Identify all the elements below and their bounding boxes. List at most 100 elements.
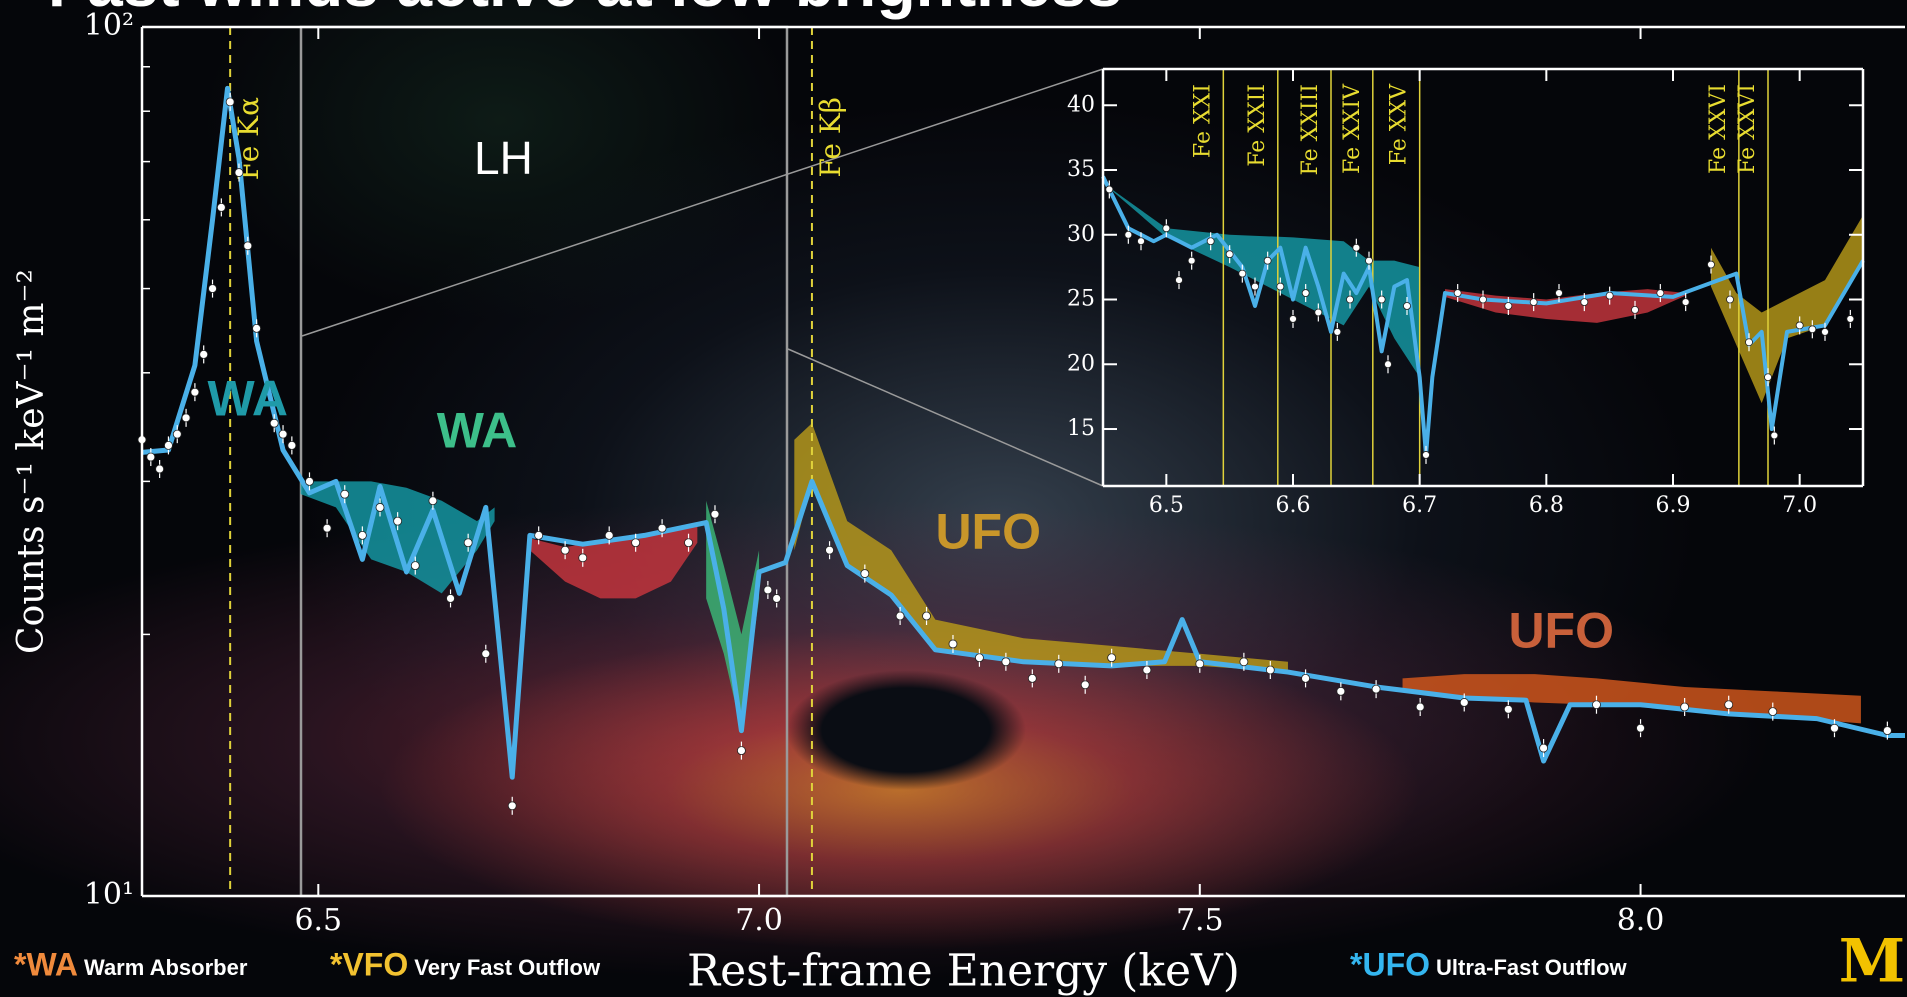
y-tick-label: 25 [1067,287,1095,312]
slide-title: Fast winds active at low brightness [48,0,1122,20]
data-point [1504,302,1513,310]
data-point [975,653,984,663]
data-point [340,489,350,499]
data-point [1453,289,1462,297]
y-tick-label: 35 [1067,157,1095,182]
annotation: UFO [1508,603,1614,659]
data-point [1239,657,1249,667]
data-point [375,503,385,512]
data-point [1333,327,1342,336]
data-point [631,538,641,548]
data-point [1251,282,1259,291]
data-point [1001,657,1011,667]
data-point [410,561,420,570]
band [794,423,1288,673]
data-point [1768,707,1778,717]
zoom-connector [301,68,1104,337]
data-point [1301,289,1310,297]
x-tick-label: 7.0 [735,903,783,938]
data-point [1605,291,1614,300]
data-point [604,530,614,540]
data-point [1821,327,1829,336]
data-point [181,413,191,423]
data-point [1795,321,1804,330]
y-tick-label: 10² [84,8,134,43]
data-point [234,168,244,177]
data-point [1105,185,1114,194]
data-point [1724,700,1734,710]
data-point [287,441,297,450]
data-point [1415,702,1425,712]
x-tick-label: 7.5 [1176,903,1224,938]
data-point [737,746,746,756]
data-point [216,203,226,212]
data-point [657,523,667,533]
data-point [1371,684,1381,694]
data-point [190,387,200,397]
data-point [825,545,834,555]
legend-notes: *WA Warm Absorber *VFO Very Fast Outflow *UF… [14,946,1628,982]
data-point [534,530,544,540]
data-point [172,429,182,439]
model-line [1101,175,1865,457]
annotation: UFO [935,504,1041,560]
data-point [1479,295,1487,304]
zoom-box [299,25,789,898]
data-point [1265,665,1275,675]
band [1711,215,1863,404]
reference-label: Fe XXIII [1298,84,1323,175]
data-point [1162,224,1171,233]
data-point [895,611,905,621]
data-point [578,553,588,563]
data-point [1764,373,1772,382]
y-tick-label: 15 [1067,416,1095,441]
band [1402,674,1861,724]
data-point [1195,659,1205,669]
model-line [141,85,1905,780]
data-point [208,284,217,293]
data-point [1592,700,1601,710]
data-point [243,241,253,251]
annotation: WA [208,370,289,426]
data-point [1680,702,1690,712]
data-point [1301,673,1310,683]
data-point [1175,276,1183,284]
x-tick-label: 6.5 [294,903,342,938]
data-point [560,545,570,555]
data-point [1263,256,1272,265]
x-tick-label: 7.0 [1782,493,1817,518]
data-point [1830,723,1839,733]
data-point [763,585,773,595]
data-point [1656,289,1665,297]
data-point [252,323,261,333]
y-tick-label: 40 [1067,92,1095,117]
data-point [684,538,693,548]
data-point [1636,723,1645,733]
x-tick-label: 6.9 [1656,493,1691,518]
data-point [1336,686,1346,696]
band [1445,289,1686,323]
band [529,523,698,599]
data-point [1539,743,1548,753]
data-point [1187,256,1196,265]
data-point [1314,308,1323,317]
legend-text: Warm Absorber [84,955,248,980]
data-point [278,429,288,439]
y-axis-label: Counts s⁻¹ keV⁻¹ m⁻² [11,269,52,654]
annotation: LH [474,132,533,184]
data-point [710,509,720,519]
reference-label: Fe XXII [1245,84,1270,167]
legend-text: Ultra-Fast Outflow [1436,955,1628,980]
data-point [225,97,235,107]
reference-label: Fe XXV [1387,83,1412,165]
data-point [1054,659,1064,669]
data-point [1206,237,1215,246]
data-point [1529,298,1538,307]
data-point [1770,431,1779,440]
data-point [393,516,403,526]
data-point [1137,237,1145,246]
data-point [1289,315,1297,323]
x-tick-label: 6.8 [1529,493,1564,518]
data-point [1681,298,1690,307]
